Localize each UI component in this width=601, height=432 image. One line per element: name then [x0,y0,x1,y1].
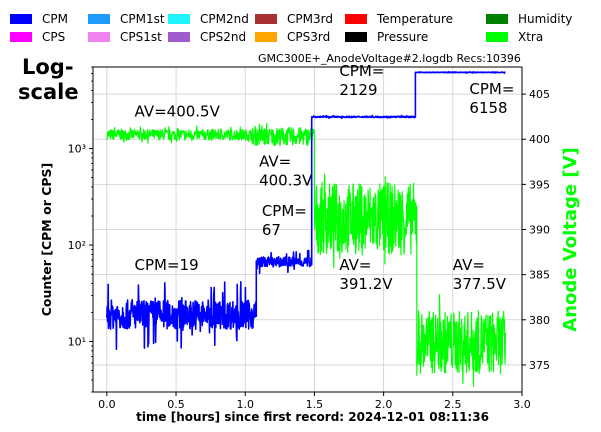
legend-swatch [345,32,367,42]
chart-annotation-line: CPM=19 [135,256,199,274]
chart-annotation: CPM= 67 [262,202,307,239]
legend-item-pressure: Pressure [345,30,428,44]
legend-item-cps1st: CPS1st [88,30,162,44]
y-right-tick-label: 380 [529,314,550,327]
legend-label: Xtra [518,30,544,44]
y-left-tick-label: 10³ [68,143,86,156]
legend-label: CPM3rd [287,12,333,26]
chart-annotation: CPM= 6158 [469,80,514,117]
legend-label: Pressure [377,30,429,44]
legend-item-cpm: CPM [10,12,68,26]
legend-item-cps: CPS [10,30,65,44]
y-axis-label-left: Counter [CPM or CPS] [39,163,54,317]
chart-annotation: AV= 377.5V [453,256,507,293]
legend-swatch [345,14,367,24]
series-line-xtra [106,122,506,387]
legend-label: CPM2nd [200,12,249,26]
y-axis-label-right: Anode Voltage [V] [560,147,581,331]
legend-item-cps2nd: CPS2nd [168,30,246,44]
legend-item-cps3rd: CPS3rd [255,30,330,44]
chart-annotation-line: 6158 [469,99,507,117]
legend-item-xtra: Xtra [486,30,543,44]
y-right-tick-label: 400 [529,133,550,146]
chart-annotation-line: 391.2V [339,275,393,293]
x-tick-label: 0.5 [167,398,185,411]
legend-label: CPS1st [120,30,162,44]
chart-annotation: CPM=19 [135,256,199,274]
chart-annotation-line: CPM= [469,80,514,98]
legend-swatch [486,14,508,24]
chart-annotation-line: 67 [262,221,281,239]
chart-annotation-line: 2129 [339,81,377,99]
log-scale-label-line1: Log- [22,55,74,79]
legend-item-humidity: Humidity [486,12,572,26]
legend-swatch [486,32,508,42]
legend-label: CPS2nd [200,30,247,44]
y-right-tick-label: 390 [529,224,550,237]
legend-swatch [255,14,277,24]
legend-label: Temperature [377,12,454,26]
x-tick-label: 1.5 [306,398,324,411]
file-title: GMC300E+_AnodeVoltage#2.logdb Recs:10396 [258,52,521,65]
chart-annotation: AV= 391.2V [339,256,393,293]
legend-swatch [168,14,190,24]
chart-annotation-line: 377.5V [453,275,507,293]
y-left-tick-label: 10² [68,239,86,252]
legend-swatch [88,32,110,42]
legend-swatch [10,14,32,24]
x-tick-label: 2.5 [444,398,462,411]
chart-annotation-line: CPM= [262,202,307,220]
chart-annotation: CPM= 2129 [339,62,384,99]
chart-annotation-line: CPM= [339,62,384,80]
chart-annotation-line: AV= [259,152,291,170]
legend-label: Humidity [518,12,573,26]
log-scale-label-line2: scale [18,80,79,104]
legend-label: CPM [42,12,68,26]
series-line-cpm [106,70,506,350]
chart-annotation-line: 400.3V [259,171,313,189]
legend-label: CPS3rd [287,30,331,44]
y-right-tick-label: 375 [529,359,550,372]
chart-annotation: AV= 400.3V [259,152,313,189]
y-right-tick-label: 385 [529,269,550,282]
legend-label: CPS [42,30,66,44]
chart-annotation: AV=400.5V [135,103,221,121]
chart-annotation-line: AV= [453,256,485,274]
legend-label: CPM1st [120,12,165,26]
legend-swatch [255,32,277,42]
legend-swatch [88,14,110,24]
chart-annotation-line: AV=400.5V [135,103,221,121]
y-left-tick-label: 10¹ [68,336,86,349]
chart-annotation-line: AV= [339,256,371,274]
legend-item-cpm3rd: CPM3rd [255,12,333,26]
x-tick-label: 2.0 [375,398,393,411]
legend-swatch [10,32,32,42]
x-tick-label: 3.0 [513,398,531,411]
legend-swatch [168,32,190,42]
legend-item-temperature: Temperature [345,12,453,26]
y-right-tick-label: 405 [529,88,550,101]
legend-item-cpm1st: CPM1st [88,12,165,26]
chart-legend: CPM CPS CPM1st CPS1st CPM2nd CPS2nd CPM3rd CPS3… [0,0,601,48]
x-tick-label: 0.0 [98,398,116,411]
y-right-tick-label: 395 [529,178,550,191]
x-axis-label: time [hours] since first record: 2024-12… [136,410,489,424]
legend-item-cpm2nd: CPM2nd [168,12,249,26]
x-tick-label: 1.0 [236,398,254,411]
